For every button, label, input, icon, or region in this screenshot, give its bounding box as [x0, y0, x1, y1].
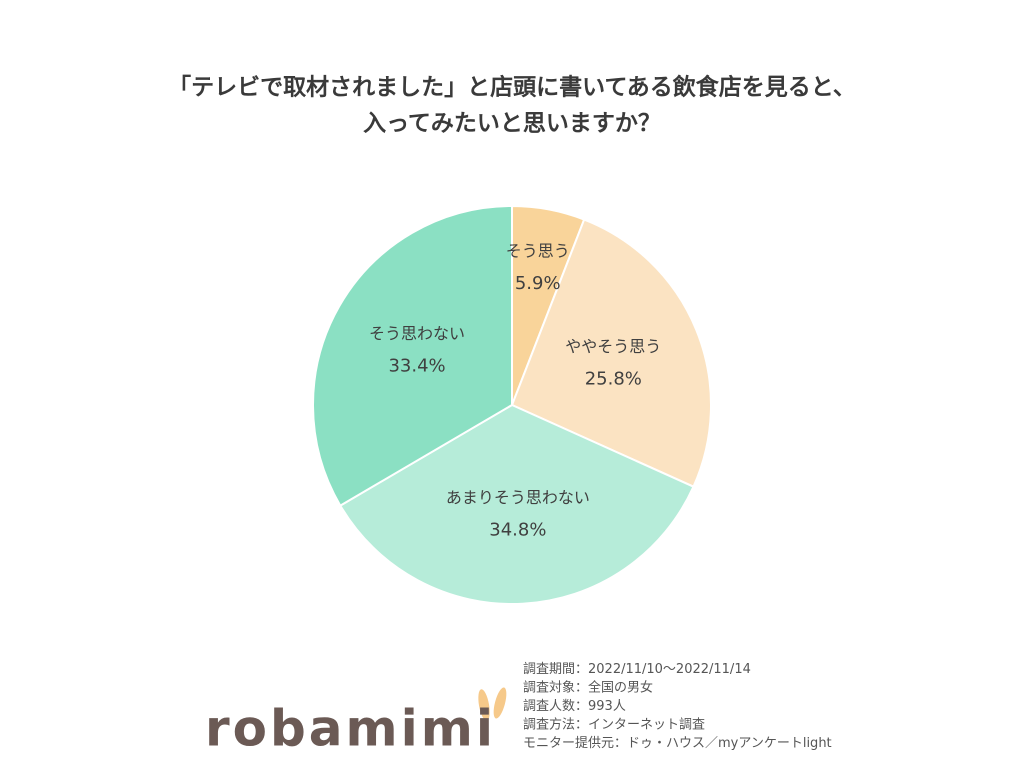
footnote: 調査方法：インターネット調査 [523, 717, 705, 733]
slice-label: そう思わない [369, 324, 465, 343]
pie-slice [312, 204, 513, 507]
chart-title: 「テレビで取材されました」と店頭に書いてある飲食店を見ると、 [168, 74, 856, 101]
slice-value: 33.4% [388, 356, 445, 377]
logo-ear [478, 689, 490, 721]
slice-value: 5.9% [515, 273, 561, 294]
logo: robamimi [205, 700, 496, 758]
footnote: 調査対象：全国の男女 [523, 680, 653, 696]
slice-label: ややそう思う [565, 337, 661, 356]
footnote: 調査人数：993人 [523, 699, 626, 714]
slice-label: あまりそう思わない [446, 488, 590, 507]
footnote: 調査期間：2022/11/10〜2022/11/14 [523, 662, 751, 677]
logo-ear [493, 687, 507, 719]
slice-value: 34.8% [489, 519, 546, 540]
slice-value: 25.8% [585, 369, 642, 390]
slice-label: そう思う [506, 242, 570, 261]
pie-slice [510, 218, 712, 489]
footnote: モニター提供元：ドゥ・ハウス／myアンケートlight [523, 735, 832, 751]
chart-title: 入ってみたいと思いますか？ [363, 111, 661, 137]
